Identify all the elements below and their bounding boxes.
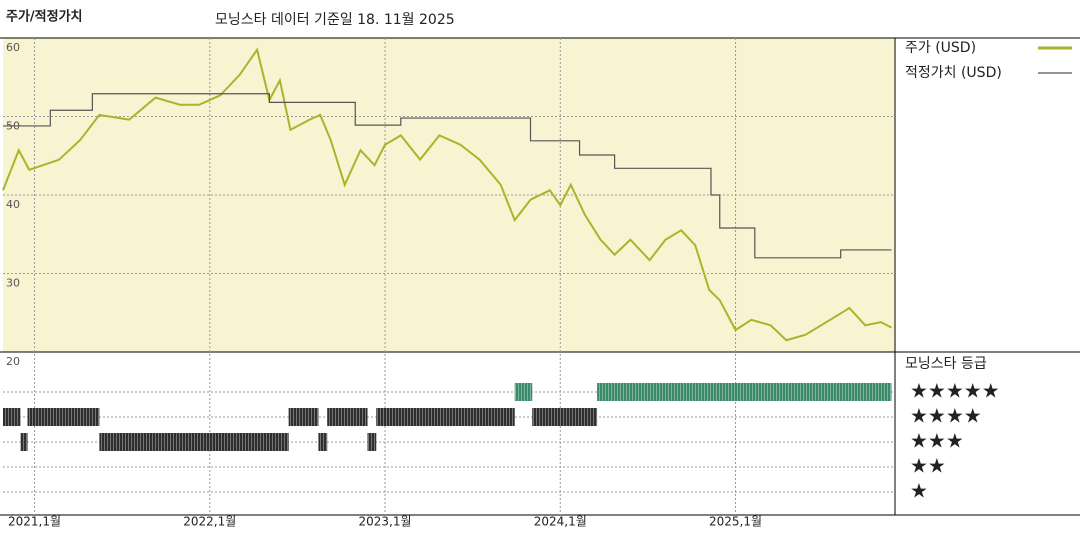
x-tick-label: 2025,1월 [709,515,762,529]
rating-bar [532,408,598,426]
rating-bar [318,433,328,451]
rating-bar-fill [376,408,515,426]
rating-bar [597,383,892,401]
chart-subtitle: 모닝스타 데이터 기준일 18. 11월 2025 [215,12,455,28]
rating-bar-fill [367,433,377,451]
x-tick-label: 2021,1월 [8,515,61,529]
y-tick-label: 20 [6,355,20,368]
rating-bar-fill [327,408,368,426]
x-tick-label: 2023,1월 [359,515,412,529]
rating-label: ★ [910,479,928,503]
rating-bar [20,433,28,451]
rating-bar-fill [3,408,21,426]
rating-bar-fill [20,433,28,451]
ratings-title: 모닝스타 등급 [905,356,987,372]
rating-bar [514,383,533,401]
x-tick-label: 2024,1월 [534,515,587,529]
rating-bar-fill [99,433,289,451]
y-tick-label: 60 [6,41,20,54]
series-line [3,93,892,259]
rating-label: ★★★ [910,429,964,453]
y-tick-label: 30 [6,277,20,290]
y-tick-label: 40 [6,198,20,211]
rating-label: ★★★★★ [910,379,1000,403]
rating-bar-fill [514,383,533,401]
rating-label: ★★★★ [910,404,982,428]
rating-bar [3,408,21,426]
series-line [2,47,892,342]
rating-bar-fill [597,383,892,401]
rating-bar-fill [318,433,328,451]
rating-bar-fill [288,408,319,426]
x-tick-label: 2022,1월 [183,515,236,529]
chart-title: 주가/적정가치 [6,9,83,25]
rating-bar [288,408,319,426]
rating-bar [27,408,100,426]
legend-label: 적정가치 (USD) [905,65,1002,81]
rating-bar [99,433,289,451]
rating-bar [367,433,377,451]
rating-bar [376,408,515,426]
legend-label: 주가 (USD) [905,40,976,56]
rating-label: ★★ [910,454,946,478]
rating-bar-fill [532,408,598,426]
rating-bar-fill [27,408,100,426]
rating-bar [327,408,368,426]
